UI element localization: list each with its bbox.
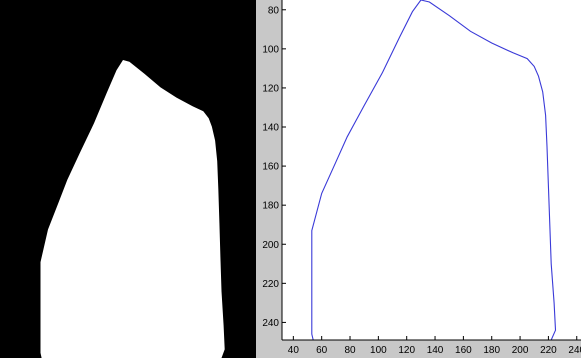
x-tick-label: 220 (540, 345, 557, 356)
y-tick-label: 200 (262, 240, 279, 251)
x-tick-label: 240 (568, 345, 581, 356)
x-tick-label: 80 (344, 345, 356, 356)
x-tick-label: 200 (512, 345, 529, 356)
y-ticks: 80 100 120 140 160 180 200 220 240 (262, 5, 286, 329)
x-tick-label: 60 (316, 345, 328, 356)
y-tick-label: 160 (262, 162, 279, 173)
x-tick-label: 140 (427, 345, 444, 356)
y-tick-label: 240 (262, 318, 279, 329)
plot-area (282, 0, 581, 340)
contour-line (311, 0, 557, 341)
y-tick-label: 80 (268, 5, 280, 16)
x-ticks: 40 60 80 100 120 140 160 180 200 220 240 (288, 336, 581, 356)
x-tick-label: 120 (398, 345, 415, 356)
y-tick-label: 140 (262, 123, 279, 134)
y-tick-label: 180 (262, 201, 279, 212)
x-tick-label: 160 (455, 345, 472, 356)
x-tick-label: 180 (483, 345, 500, 356)
y-tick-label: 220 (262, 279, 279, 290)
y-tick-label: 100 (262, 44, 279, 55)
y-tick-label: 120 (262, 83, 279, 94)
mask-region (40, 60, 225, 358)
x-tick-label: 40 (288, 345, 300, 356)
x-tick-label: 100 (370, 345, 387, 356)
